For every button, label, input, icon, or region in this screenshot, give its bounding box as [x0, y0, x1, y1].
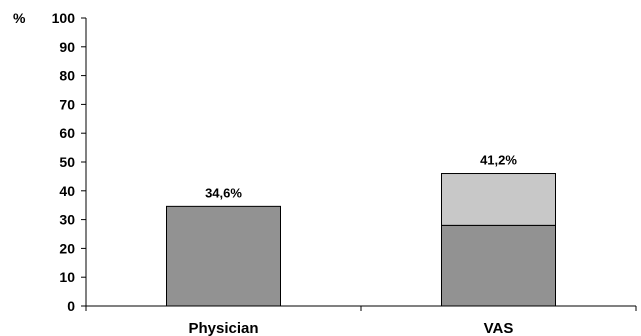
bars [166, 173, 556, 307]
data-label: 34,6% [205, 185, 242, 200]
y-tick-label: 10 [59, 269, 75, 285]
y-tick-label: 20 [59, 240, 75, 256]
x-category-label: VAS [484, 320, 514, 336]
bar-physician-segment-1 [166, 205, 281, 307]
y-tick-label: 40 [59, 183, 75, 199]
y-tick-label: 80 [59, 68, 75, 84]
y-unit-label: % [13, 10, 26, 26]
y-tick-label: 0 [67, 298, 75, 314]
y-tick-label: 60 [59, 125, 75, 141]
y-axis: 0 10 20 30 40 50 60 70 80 90 100% [13, 10, 87, 314]
data-labels: 34,6% 41,2% [205, 153, 517, 201]
y-tick-label: 50 [59, 154, 75, 170]
bar-vas-segment-1 [441, 224, 556, 307]
bar-vas-segment-2 [441, 173, 556, 226]
y-tick-label: 90 [59, 39, 75, 55]
data-label: 41,2% [480, 153, 517, 168]
y-tick-label: 100 [52, 10, 76, 26]
y-tick-label: 30 [59, 212, 75, 228]
x-axis: Physician VAS [85, 305, 637, 336]
y-tick-label: 70 [59, 96, 75, 112]
x-category-label: Physician [188, 320, 258, 336]
